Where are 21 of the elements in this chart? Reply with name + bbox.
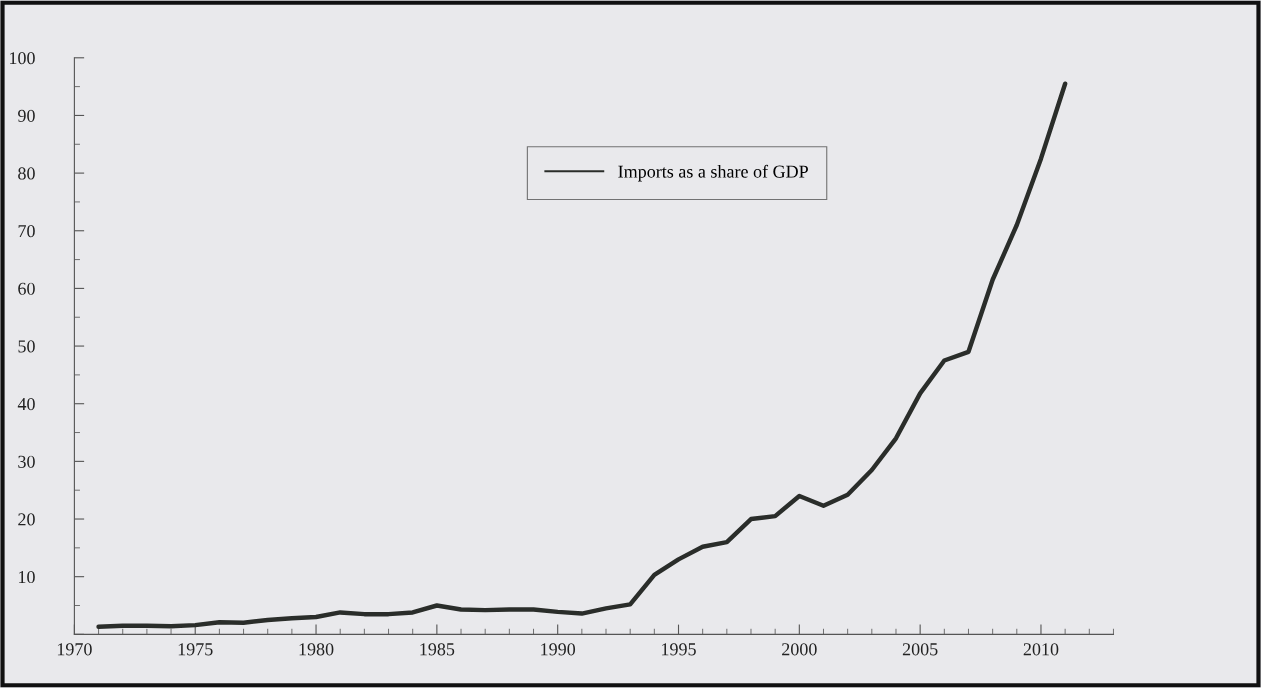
x-tick-label: 2000 [782, 643, 817, 656]
line-series [96, 81, 1068, 630]
legend-label: Imports as a share of GDP [618, 164, 808, 182]
x-tick-label: 1980 [299, 643, 334, 656]
y-tick-label: 10 [19, 570, 35, 584]
y-tick-label: 30 [18, 455, 35, 468]
y-tick-label: 40 [17, 397, 35, 411]
y-tick-label: 100 [10, 52, 35, 65]
x-tick-label: 1975 [178, 643, 213, 656]
x-tick-label: 2005 [902, 643, 938, 656]
x-tick-label: 1995 [662, 643, 696, 656]
y-tick-label: 70 [18, 225, 35, 238]
y-tick-label: 50 [18, 340, 35, 353]
x-tick-label: 1985 [420, 643, 455, 656]
x-tick-label: 2010 [1023, 643, 1059, 656]
y-tick-label: 60 [18, 282, 35, 295]
x-tick-label: 1990 [541, 643, 576, 656]
y-tick-label: 90 [18, 109, 35, 122]
y-tick-label: 20 [18, 513, 35, 526]
y-tick-label: 80 [18, 167, 35, 180]
x-tick-label: 1970 [57, 643, 92, 656]
